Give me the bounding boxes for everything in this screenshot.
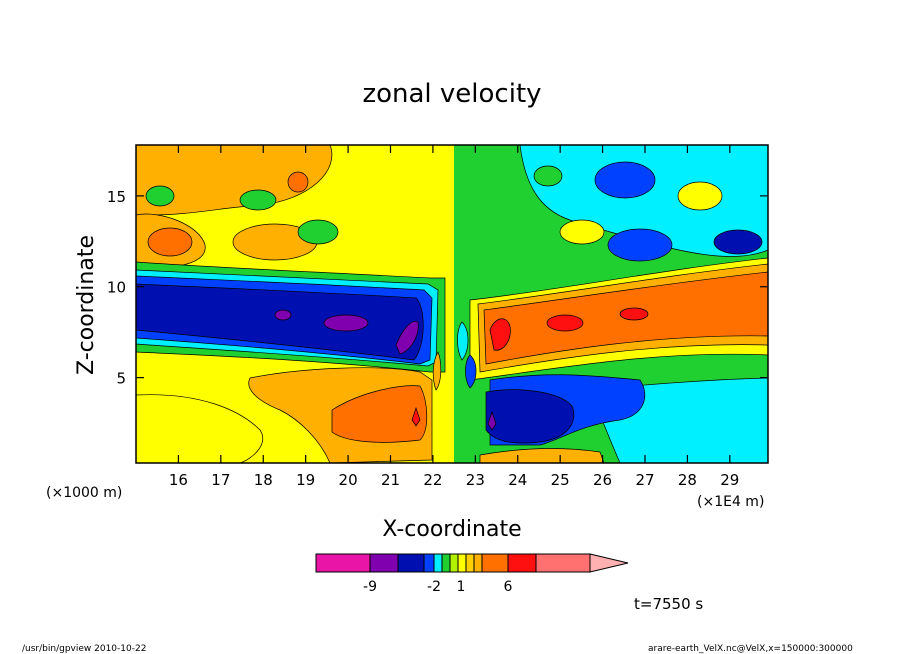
field-left-dark-orange [147, 227, 193, 257]
x-tick-label: 18 [254, 471, 273, 489]
footer-left: /usr/bin/gpview 2010-10-22 [22, 644, 146, 654]
timestamp: t=7550 s [634, 595, 703, 613]
field-left-jet-purple-c [274, 309, 292, 321]
field-center-cyan-a [457, 321, 469, 361]
x-tick-label: 25 [551, 471, 570, 489]
colorbar-label-1: -9 [363, 579, 377, 595]
footer-right: arare-earth_VelX.nc@VelX,x=150000:300000 [648, 644, 853, 654]
field-green-patch-b [145, 185, 175, 207]
field-green-patch-c [297, 219, 339, 245]
field-green-patch-a [239, 189, 277, 211]
y-axis-label: Z-coordinate [74, 235, 99, 375]
x-tick-label: 26 [593, 471, 612, 489]
field-right-yellow-a [677, 181, 723, 211]
x-tick-label: 22 [423, 471, 442, 489]
field-center-green [454, 145, 466, 463]
x-tick-label: 24 [508, 471, 527, 489]
field-right-jet-red-a [489, 318, 511, 351]
field-lower-left-red [411, 406, 421, 427]
x-tick-label: 29 [720, 471, 739, 489]
x-tick-label: 28 [678, 471, 697, 489]
field-lower-right-orange [479, 448, 605, 464]
colorbar-seg-10 [473, 553, 483, 573]
colorbar-label-3: 1 [457, 579, 466, 595]
colorbar-seg-3 [397, 553, 425, 573]
x-axis-ticks: 16 17 18 19 20 21 22 23 24 25 26 27 28 29 [169, 145, 739, 489]
x-axis-unit-left: (×1000 m) [46, 485, 122, 501]
colorbar-seg-5 [433, 553, 443, 573]
x-tick-label: 21 [381, 471, 400, 489]
x-axis-label: X-coordinate [382, 517, 521, 542]
x-tick-label: 27 [635, 471, 654, 489]
colorbar-seg-4 [423, 553, 435, 573]
field-center-yellow [446, 145, 454, 463]
x-tick-label: 20 [339, 471, 358, 489]
chart-title: zonal velocity [362, 79, 541, 109]
field-center-blue [465, 354, 477, 389]
colorbar-arrow [589, 553, 629, 573]
field-right-blue-a [594, 161, 656, 199]
field-lower-left-yellow-edge [135, 394, 263, 464]
y-tick-label: 5 [116, 370, 126, 388]
x-tick-label: 16 [169, 471, 188, 489]
colorbar-seg-11 [481, 553, 509, 573]
field-right-yellow-b [559, 219, 605, 245]
plot-area [135, 144, 769, 464]
field-right-green [533, 165, 563, 187]
field-left-jet-navy [135, 283, 424, 361]
plot-frame [135, 144, 769, 464]
field-right-blue-b [607, 228, 673, 262]
x-tick-label: 23 [466, 471, 485, 489]
field-orange-dot [287, 171, 309, 193]
field-left-jet-purple-a [323, 314, 369, 332]
field-lower-right-purple [487, 410, 497, 431]
colorbar-seg-9 [465, 553, 475, 573]
x-tick-label: 19 [296, 471, 315, 489]
colorbar-label-4: 6 [504, 579, 513, 595]
colorbar: -9 -2 1 6 [315, 553, 629, 595]
field-right-jet-red-b [546, 314, 584, 332]
x-tick-label: 17 [211, 471, 230, 489]
x-axis-unit-right: (×1E4 m) [697, 494, 764, 510]
colorbar-label-2: -2 [427, 579, 441, 595]
field-lower-left-dark-orange [331, 385, 428, 443]
colorbar-seg-13 [535, 553, 591, 573]
field-lower-right-navy [485, 389, 575, 444]
y-tick-label: 10 [107, 279, 126, 297]
colorbar-seg-7 [449, 553, 459, 573]
colorbar-seg-6 [441, 553, 451, 573]
y-axis-ticks: 5 10 15 [107, 188, 768, 388]
colorbar-seg-12 [507, 553, 537, 573]
colorbar-seg-1 [315, 553, 371, 573]
colorbar-seg-8 [457, 553, 467, 573]
field-left-jet-purple-b [395, 320, 419, 355]
field-center-orange [432, 351, 442, 391]
colorbar-seg-2 [369, 553, 399, 573]
field-right-jet-red-c [619, 307, 649, 321]
y-tick-label: 15 [107, 188, 126, 206]
field-right-navy [713, 229, 763, 255]
